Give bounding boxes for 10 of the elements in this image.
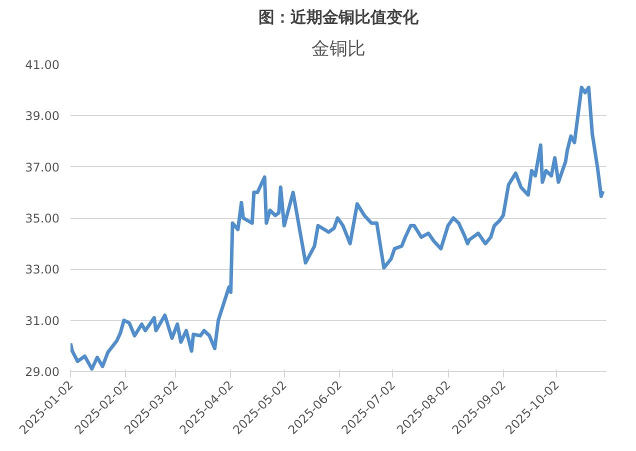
y-tick-label: 35.00 <box>25 212 60 226</box>
y-tick-label: 41.00 <box>25 58 60 72</box>
y-tick-label: 33.00 <box>25 262 60 277</box>
line-series <box>70 86 605 371</box>
y-tick-label: 37.00 <box>25 160 60 174</box>
chart-title: 图：近期金铜比值变化 <box>258 8 420 26</box>
chart-subtitle: 金铜比 <box>312 38 366 60</box>
y-tick-label: 29.00 <box>25 365 60 379</box>
y-tick-label: 31.00 <box>25 314 60 328</box>
y-tick-label: 39.00 <box>25 109 60 124</box>
